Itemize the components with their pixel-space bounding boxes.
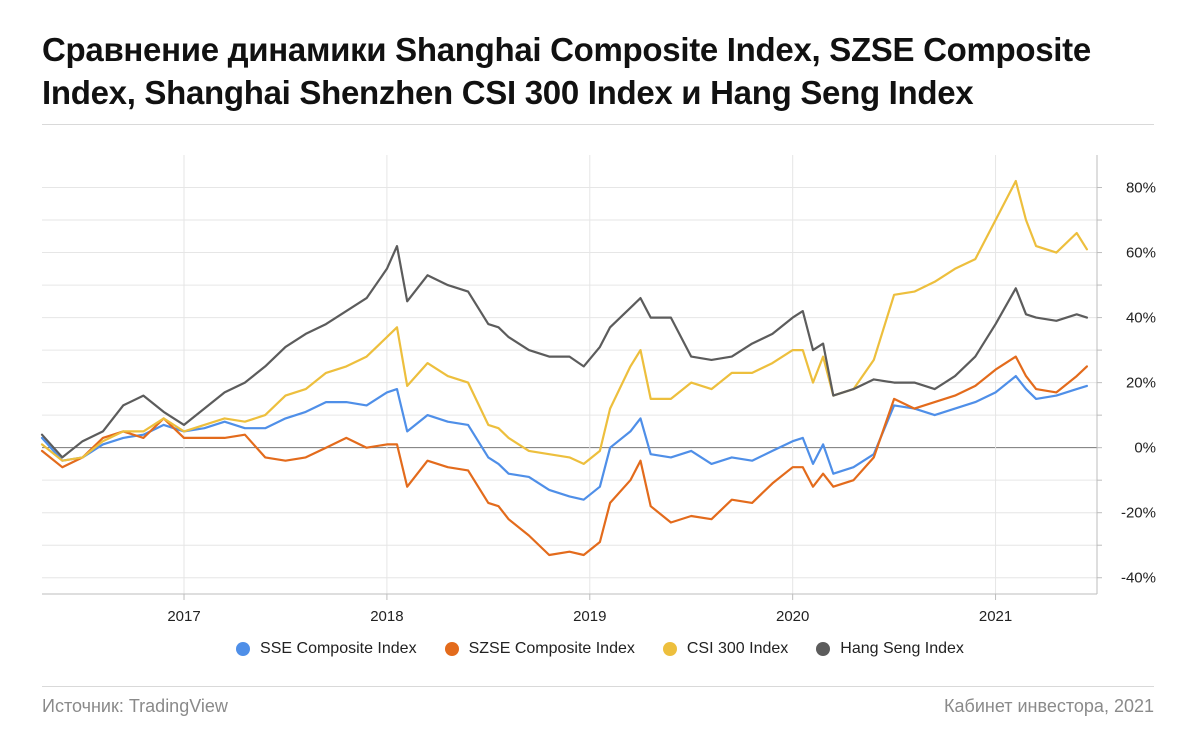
legend-item: Hang Seng Index: [816, 640, 964, 658]
chart-legend: SSE Composite Index SZSE Composite Index C…: [0, 640, 1200, 658]
legend-label: CSI 300 Index: [687, 640, 788, 658]
legend-label: Hang Seng Index: [840, 640, 964, 658]
series-line-csi-300-index: [42, 181, 1087, 464]
legend-item: SZSE Composite Index: [445, 640, 635, 658]
bottom-divider: [42, 686, 1154, 687]
legend-swatch: [445, 642, 459, 656]
legend-label: SSE Composite Index: [260, 640, 417, 658]
x-tick-label: 2021: [979, 608, 1012, 625]
y-tick-label: 80%: [1126, 180, 1156, 197]
y-tick-label: 40%: [1126, 310, 1156, 327]
chart-plot: 80% 60% 40% 20% 0% -20% -40% 2017 2018 2019 2020 20…: [0, 0, 1200, 640]
y-tick-label: 60%: [1126, 245, 1156, 262]
series-lines: [42, 181, 1087, 555]
legend-item: SSE Composite Index: [236, 640, 417, 658]
x-tick-label: 2018: [370, 608, 403, 625]
axes: 80% 60% 40% 20% 0% -20% -40% 2017 2018 2019 2020 20…: [42, 155, 1156, 625]
brand-credit: Кабинет инвестора, 2021: [944, 696, 1154, 717]
source-note: Источник: TradingView: [42, 696, 228, 717]
x-tick-label: 2020: [776, 608, 809, 625]
legend-label: SZSE Composite Index: [469, 640, 635, 658]
x-tick-label: 2017: [167, 608, 200, 625]
legend-swatch: [236, 642, 250, 656]
x-tick-label: 2019: [573, 608, 606, 625]
y-tick-label: -20%: [1121, 505, 1156, 522]
y-tick-label: 0%: [1134, 440, 1156, 457]
y-tick-label: -40%: [1121, 570, 1156, 587]
gridlines: [42, 155, 1097, 594]
y-tick-label: 20%: [1126, 375, 1156, 392]
legend-item: CSI 300 Index: [663, 640, 788, 658]
legend-swatch: [816, 642, 830, 656]
legend-swatch: [663, 642, 677, 656]
